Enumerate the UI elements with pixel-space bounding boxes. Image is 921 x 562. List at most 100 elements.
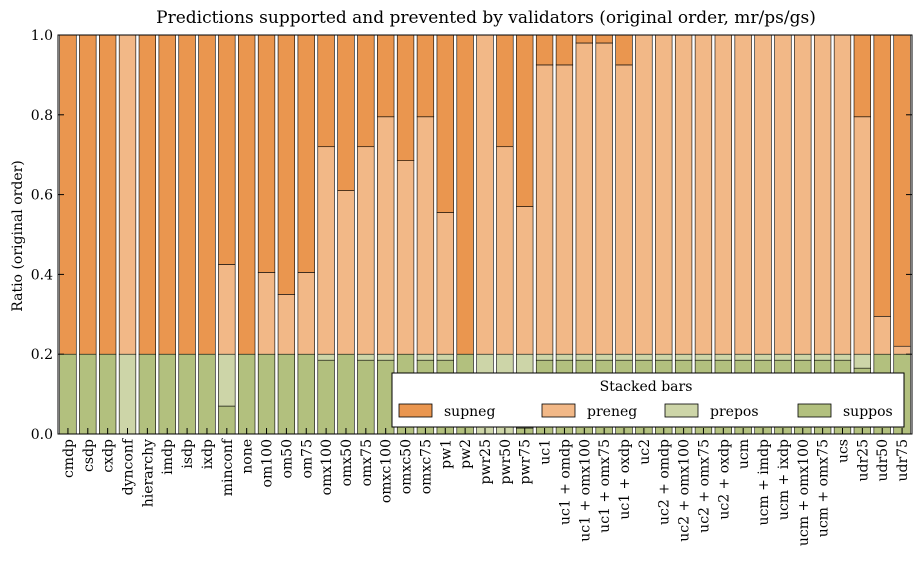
bar-preneg-ucm — [734, 34, 752, 355]
x-tick-label: isdp — [180, 439, 196, 469]
bar-supneg-none — [238, 34, 256, 355]
bar-suppos-om75 — [297, 353, 315, 435]
x-tick-label: dynconf — [121, 437, 137, 495]
bar-supneg-pw2 — [456, 34, 474, 355]
bar-preneg-omx100 — [317, 146, 335, 355]
x-tick-label: csdp — [81, 439, 97, 472]
y-tick-label: 0.6 — [31, 188, 53, 204]
bar-prepos-dynconf — [118, 353, 137, 435]
x-tick-label: minconf — [220, 437, 236, 496]
y-tick-label: 1.0 — [31, 28, 53, 44]
x-tick-label: uc1 + omx75 — [597, 439, 613, 533]
bar-supneg-omxc100 — [377, 34, 395, 118]
bar-supneg-uc1-omdp — [555, 34, 574, 66]
bar-preneg-uc1-omx100 — [575, 42, 593, 355]
x-tick-label: uc1 — [538, 439, 554, 465]
bar-preneg-omxc100 — [377, 116, 395, 355]
bar-prepos-ucm — [734, 353, 752, 361]
x-tick-label: ucm + omx100 — [796, 439, 812, 546]
legend-swatch-suppos — [797, 403, 832, 418]
bar-prepos-ucm-omx75 — [813, 353, 832, 361]
bar-preneg-udr50 — [873, 315, 891, 355]
bar-suppos-imdp — [158, 353, 176, 435]
x-tick-label: pwr50 — [498, 439, 514, 484]
legend-swatch-preneg — [541, 403, 576, 418]
bar-supneg-omx75 — [357, 34, 375, 148]
bar-suppos-hierarchy — [138, 353, 157, 435]
legend-title: Stacked bars — [600, 379, 693, 395]
bar-preneg-uc1-omdp — [555, 64, 574, 355]
x-tick-label: omx75 — [359, 439, 375, 486]
bar-supneg-pwr75 — [516, 34, 534, 207]
x-tick-label: uc1 + oxdp — [617, 439, 633, 520]
bar-suppos-ixdp — [198, 353, 216, 435]
x-tick-label: ucm + imdp — [756, 439, 772, 525]
bar-suppos-om50 — [277, 353, 296, 435]
x-tick-label: uc2 + oxdp — [716, 439, 732, 520]
bar-supneg-omxc75 — [416, 34, 435, 118]
y-tick-label: 0.2 — [31, 347, 53, 363]
bar-prepos-uc2-omx75 — [694, 353, 713, 361]
x-tick-label: uc2 + omx100 — [677, 439, 693, 542]
bar-prepos-uc2 — [635, 353, 653, 361]
bar-prepos-ucm-omx100 — [794, 353, 812, 361]
bar-prepos-uc2-omx100 — [674, 353, 693, 361]
bar-prepos-ucs — [833, 353, 852, 361]
x-tick-label: cxdp — [101, 439, 117, 473]
x-tick-label: hierarchy — [140, 439, 156, 507]
x-tick-label: udr50 — [875, 439, 891, 482]
bar-preneg-uc2 — [635, 34, 653, 355]
bar-supneg-udr50 — [873, 34, 891, 317]
legend-label-suppos: suppos — [843, 404, 893, 420]
bar-suppos-omx50 — [337, 353, 355, 435]
bar-preneg-uc2-omx100 — [674, 34, 693, 355]
x-tick-label: ucm + omx75 — [816, 439, 832, 537]
legend-label-prepos: prepos — [710, 404, 759, 420]
bar-prepos-uc1-omx75 — [595, 353, 613, 361]
x-tick-label: udr75 — [895, 439, 911, 482]
bar-supneg-uc1-oxdp — [615, 34, 633, 66]
legend-swatch-prepos — [664, 403, 699, 418]
bar-suppos-cmdp — [59, 353, 77, 435]
x-tick-label: omx100 — [319, 439, 335, 495]
bar-supneg-cxdp — [99, 34, 117, 355]
x-tick-label: imdp — [160, 439, 176, 475]
x-tick-label: omxc75 — [418, 439, 434, 494]
x-tick-label: pwr25 — [478, 439, 494, 484]
bar-supneg-isdp — [178, 34, 196, 355]
x-tick-label: omxc50 — [399, 439, 415, 494]
bar-suppos-cxdp — [99, 353, 117, 435]
bar-preneg-uc2-omdp — [655, 34, 673, 355]
x-tick-label: ucm — [736, 439, 752, 469]
bar-supneg-om50 — [277, 34, 296, 295]
y-tick-label: 0.8 — [31, 108, 53, 124]
bar-supneg-csdp — [79, 34, 97, 355]
x-tick-label: uc1 + omdp — [557, 439, 573, 525]
bar-prepos-omx100 — [317, 353, 335, 361]
bar-suppos-omx100 — [317, 359, 335, 435]
bar-preneg-udr75 — [893, 345, 911, 355]
x-tick-label: pwr75 — [518, 439, 534, 484]
bar-prepos-uc2-omdp — [655, 353, 673, 361]
bar-prepos-ucm-imdp — [754, 353, 772, 361]
x-tick-label: ucm + ixdp — [776, 439, 792, 520]
bar-suppos-none — [238, 353, 256, 435]
x-tick-label: om50 — [279, 439, 295, 479]
bar-supneg-omxc50 — [396, 34, 415, 161]
bar-prepos-pw1 — [436, 353, 454, 361]
bar-preneg-ucm-omx100 — [794, 34, 812, 355]
bar-preneg-uc2-omx75 — [694, 34, 713, 355]
x-tick-label: cmdp — [61, 439, 77, 478]
y-tick-label: 0.0 — [31, 427, 53, 443]
bar-supneg-udr75 — [893, 34, 911, 347]
bar-preneg-pw1 — [436, 212, 454, 355]
bar-supneg-omx100 — [317, 34, 335, 148]
x-tick-label: uc2 — [637, 439, 653, 465]
legend-label-supneg: supneg — [444, 404, 495, 420]
bar-preneg-minconf — [218, 264, 236, 355]
bar-preneg-pwr50 — [496, 146, 514, 355]
bar-supneg-pw1 — [436, 34, 454, 213]
legend-box — [391, 372, 905, 428]
chart-title: Predictions supported and prevented by v… — [156, 8, 816, 28]
